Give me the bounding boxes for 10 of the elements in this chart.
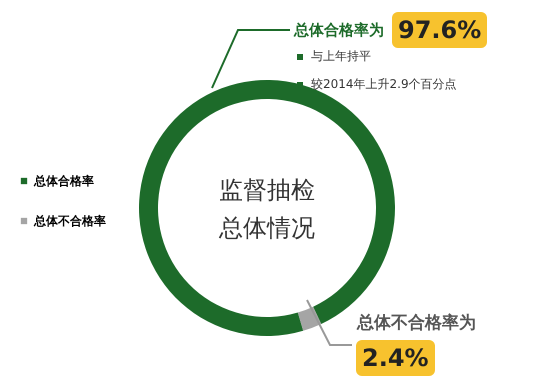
text: 总体情况 xyxy=(219,214,315,242)
data-label: 2.4% xyxy=(356,340,435,376)
legend-label: 总体不合格率 xyxy=(33,214,106,228)
legend-label: 总体合格率 xyxy=(33,174,94,188)
text: 监督抽检 xyxy=(219,176,315,204)
text: 与上年持平 xyxy=(311,49,371,63)
text: 总体合格率为 xyxy=(294,21,384,39)
text: 总体不合格率为 xyxy=(357,313,476,333)
text: 较2014年上升2.9个百分点 xyxy=(311,77,457,91)
data-label: 97.6% xyxy=(392,12,488,48)
